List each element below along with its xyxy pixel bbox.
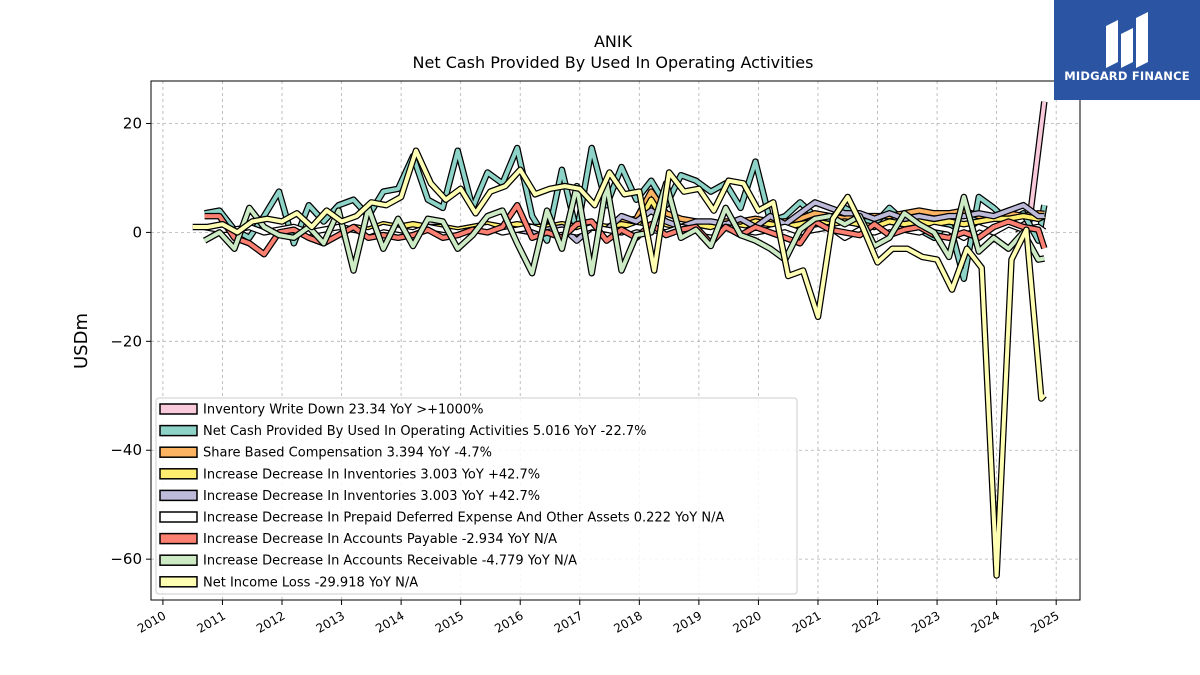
chart-subtitle: Net Cash Provided By Used In Operating A…	[413, 53, 814, 72]
y-axis-label: USDm	[71, 313, 92, 369]
legend-entry: Increase Decrease In Inventories 3.003 Y…	[203, 489, 540, 504]
x-tick-label: 2022	[850, 608, 883, 635]
legend-entry: Increase Decrease In Accounts Payable -2…	[203, 532, 557, 547]
legend-entry: Increase Decrease In Inventories 3.003 Y…	[203, 467, 540, 482]
x-tick-label: 2020	[730, 608, 763, 635]
legend-swatch	[159, 554, 198, 566]
x-tick-label: 2013	[314, 608, 347, 635]
legend: Inventory Write Down 23.34 YoY >+1000% Ne…	[155, 397, 798, 595]
x-tick-label: 2014	[373, 608, 406, 635]
y-axis: 20 0 −20 −40 −60	[110, 114, 151, 568]
y-tick-label: −60	[110, 550, 142, 568]
y-tick-label: −40	[110, 441, 142, 459]
series-line	[192, 148, 1046, 578]
legend-box	[155, 397, 798, 595]
x-tick-label: 2018	[611, 608, 644, 635]
y-tick-label: 20	[123, 114, 142, 132]
series-line	[203, 181, 1045, 276]
legend-swatch	[159, 446, 198, 458]
x-tick-label: 2012	[254, 608, 287, 635]
series-lines	[192, 101, 1048, 579]
legend-swatch	[159, 511, 198, 523]
legend-swatch	[159, 424, 198, 437]
x-tick-label: 2015	[433, 608, 466, 635]
legend-entry: Net Income Loss -29.918 YoY N/A	[203, 575, 418, 590]
series-7	[203, 180, 1045, 277]
legend-swatch	[159, 489, 198, 502]
x-tick-label: 2010	[135, 608, 168, 635]
x-tick-label: 2016	[492, 608, 525, 635]
x-tick-label: 2011	[195, 608, 228, 635]
plot-frame	[150, 80, 1081, 601]
legend-entry: Net Cash Provided By Used In Operating A…	[203, 424, 646, 439]
x-tick-label: 2019	[671, 608, 704, 635]
legend-swatch	[159, 532, 198, 545]
x-tick-label: 2025	[1028, 608, 1061, 635]
legend-entry: Inventory Write Down 23.34 YoY >+1000%	[203, 403, 483, 418]
brand-logo: MIDGARD FINANCE	[1054, 0, 1200, 100]
legend-swatch	[159, 468, 198, 480]
legend-swatch	[159, 576, 198, 588]
legend-swatch	[159, 403, 198, 415]
x-tick-label: 2021	[790, 608, 823, 635]
legend-entry: Share Based Compensation 3.394 YoY -4.7%	[203, 446, 492, 461]
brand-name: MIDGARD FINANCE	[1064, 69, 1190, 83]
chart-title: ANIK	[594, 32, 633, 51]
x-tick-label: 2023	[909, 608, 942, 635]
legend-entry: Increase Decrease In Accounts Receivable…	[203, 554, 577, 569]
midgard-logo-icon	[1106, 12, 1148, 68]
y-tick-label: 0	[132, 223, 142, 241]
series-8	[192, 147, 1047, 579]
x-tick-label: 2017	[552, 608, 585, 635]
legend-entry: Increase Decrease In Prepaid Deferred Ex…	[203, 511, 724, 526]
x-axis: 2010 2011 2012 2013 2014 2015 2016 2017 2018 2019…	[135, 600, 1062, 636]
y-tick-label: −20	[110, 332, 142, 350]
x-tick-label: 2024	[969, 608, 1002, 635]
